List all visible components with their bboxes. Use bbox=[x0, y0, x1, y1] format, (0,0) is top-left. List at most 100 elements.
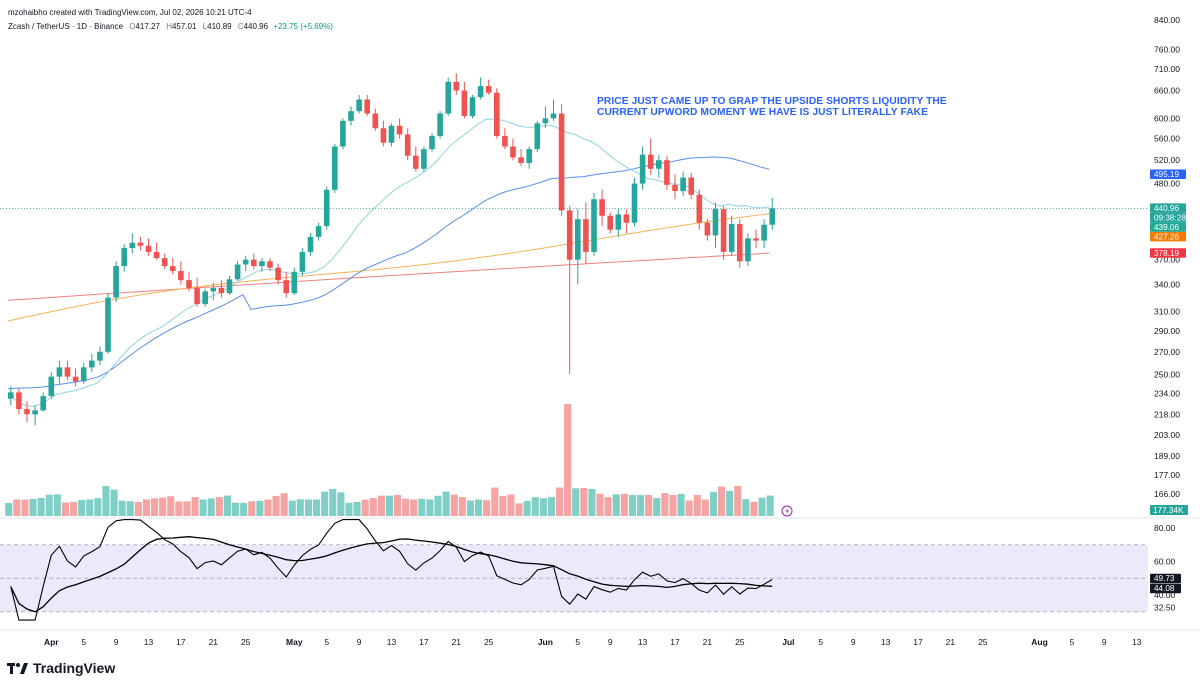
candle bbox=[161, 253, 168, 270]
volume-bar bbox=[669, 494, 677, 516]
candle-body bbox=[469, 97, 476, 116]
candle-body bbox=[251, 259, 257, 267]
time-tick-label: 5 bbox=[818, 637, 823, 647]
price-tick-label: 370.00 bbox=[1154, 255, 1180, 265]
time-tick-label: 9 bbox=[357, 637, 362, 647]
chart-annotation[interactable]: PRICE JUST CAME UP TO GRAP THE UPSIDE SH… bbox=[597, 96, 957, 118]
candle bbox=[615, 209, 622, 237]
volume-bar bbox=[159, 497, 167, 516]
symbol-name[interactable]: Zcash / TetherUS · 1D · Binance bbox=[8, 22, 124, 31]
tradingview-logo[interactable]: TradingView bbox=[7, 660, 115, 676]
candle-body bbox=[24, 409, 30, 415]
volume-bar bbox=[523, 500, 531, 516]
candle-body bbox=[566, 210, 573, 260]
candle bbox=[656, 154, 662, 178]
volume-bar bbox=[361, 499, 369, 516]
candle bbox=[72, 368, 79, 387]
candle-body bbox=[307, 236, 314, 252]
candle-body bbox=[437, 113, 443, 136]
candle-body bbox=[48, 376, 55, 397]
volume-bar bbox=[167, 496, 175, 516]
volume-bar bbox=[685, 500, 693, 516]
candle bbox=[664, 155, 670, 190]
volume-bars bbox=[5, 403, 774, 516]
time-tick-label: 9 bbox=[1102, 637, 1107, 647]
candle bbox=[234, 261, 241, 281]
volume-bar bbox=[394, 494, 402, 516]
rsi-label-text: 49.73 bbox=[1154, 574, 1175, 583]
volume-bar bbox=[742, 499, 750, 516]
candle-body bbox=[113, 266, 119, 298]
candle-body bbox=[32, 410, 38, 415]
candle-body bbox=[64, 367, 71, 377]
price-tick-label: 560.00 bbox=[1154, 134, 1180, 144]
lightning-icon bbox=[781, 505, 793, 517]
volume-bar bbox=[450, 494, 458, 516]
candle-body bbox=[129, 242, 136, 249]
volume-bar bbox=[175, 501, 183, 516]
price-tick-label: 177.00 bbox=[1154, 470, 1180, 480]
candle bbox=[202, 288, 208, 307]
ma-200-line bbox=[7, 252, 770, 301]
candle-body bbox=[105, 297, 111, 352]
volume-bar bbox=[515, 503, 523, 516]
candle bbox=[737, 219, 743, 268]
time-tick-label: Apr bbox=[44, 637, 59, 647]
volume-bar bbox=[677, 494, 685, 516]
candle bbox=[372, 108, 379, 131]
ma-100-line bbox=[7, 213, 770, 322]
candle-body bbox=[769, 208, 775, 225]
candle-body bbox=[712, 209, 719, 236]
volume-bar bbox=[126, 501, 134, 516]
time-tick-label: 9 bbox=[114, 637, 119, 647]
price-tick-label: 310.00 bbox=[1154, 306, 1180, 316]
candle-body bbox=[526, 149, 532, 164]
lightning-icon-bolt bbox=[785, 507, 789, 515]
volume-bar bbox=[151, 498, 159, 516]
candle bbox=[186, 271, 192, 292]
candle bbox=[153, 242, 160, 260]
candle bbox=[242, 255, 249, 271]
candle-body bbox=[720, 209, 727, 252]
candle-body bbox=[453, 81, 460, 91]
candle bbox=[89, 353, 95, 372]
price-change: +23.75 (+5.69%) bbox=[273, 22, 333, 31]
rsi-tick-label: 80.00 bbox=[1154, 523, 1176, 533]
price-tick-label: 234.00 bbox=[1154, 389, 1180, 399]
volume-bar bbox=[272, 496, 280, 516]
candle bbox=[348, 106, 354, 126]
candle bbox=[526, 146, 532, 169]
candle-body bbox=[518, 157, 524, 164]
volume-bar bbox=[483, 500, 491, 516]
candle bbox=[323, 186, 330, 230]
tradingview-logo-icon bbox=[7, 663, 28, 674]
candle bbox=[32, 405, 38, 426]
candle-body bbox=[664, 160, 670, 185]
candle bbox=[477, 77, 484, 100]
time-tick-label: 17 bbox=[176, 637, 186, 647]
candle bbox=[283, 271, 289, 298]
price-axis: 840.00 760.00 710.00 660.00 600.00 560.00 520.… bbox=[781, 15, 1188, 613]
candle-body bbox=[275, 267, 281, 281]
volume-bar bbox=[645, 494, 653, 516]
candle bbox=[340, 118, 346, 150]
volume-bar bbox=[637, 495, 645, 516]
time-tick-label: May bbox=[286, 637, 303, 647]
candle-body bbox=[267, 261, 273, 268]
volume-bar bbox=[102, 485, 110, 516]
candle bbox=[388, 123, 395, 147]
candle-body bbox=[89, 360, 95, 368]
volume-bar bbox=[304, 499, 312, 516]
candle bbox=[599, 189, 605, 227]
time-tick-label: 25 bbox=[484, 637, 494, 647]
candle-body bbox=[761, 224, 767, 241]
candle-body bbox=[259, 261, 265, 267]
candle-body bbox=[704, 222, 711, 236]
candle-body bbox=[696, 194, 703, 223]
candle bbox=[56, 360, 63, 384]
candle bbox=[194, 277, 200, 307]
time-tick-label: 13 bbox=[638, 637, 648, 647]
price-label-49519: 495.19 bbox=[1150, 169, 1186, 179]
candle-body bbox=[348, 111, 354, 121]
